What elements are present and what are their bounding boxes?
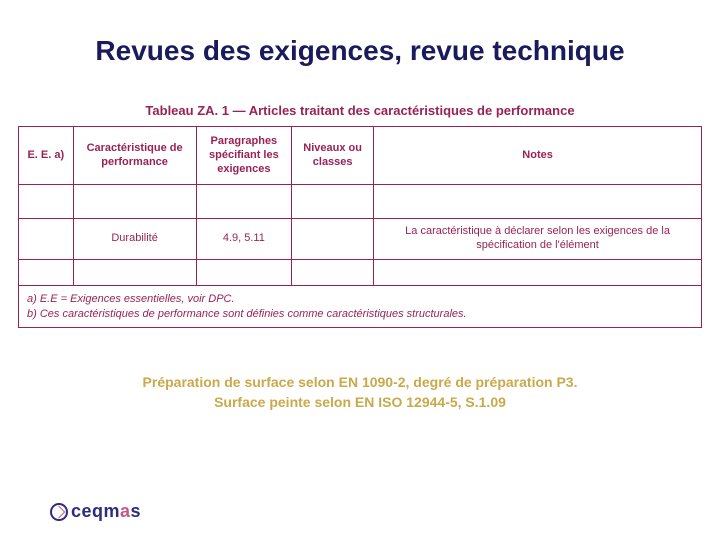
footnote-a: a) E.E = Exigences essentielles, voir DP… — [27, 292, 693, 307]
cell-ee — [19, 219, 74, 260]
cell-notes: La caractéristique à déclarer selon les … — [374, 219, 702, 260]
th-ee: E. E. a) — [19, 127, 74, 185]
ceqmas-logo: ceqmas — [50, 501, 141, 522]
cell-char: Durabilité — [73, 219, 196, 260]
table-row: Durabilité 4.9, 5.11 La caractéristique … — [19, 219, 702, 260]
summary-line-1: Préparation de surface selon EN 1090-2, … — [0, 373, 720, 393]
page-title: Revues des exigences, revue technique — [0, 0, 720, 87]
summary-line-2: Surface peinte selon EN ISO 12944-5, S.1… — [0, 393, 720, 413]
logo-icon — [50, 503, 68, 521]
logo-s: s — [131, 501, 142, 521]
table-row — [19, 259, 702, 285]
cell-para: 4.9, 5.11 — [196, 219, 292, 260]
summary-text: Préparation de surface selon EN 1090-2, … — [0, 373, 720, 412]
th-notes: Notes — [374, 127, 702, 185]
table-row — [19, 185, 702, 219]
logo-text: ceqmas — [71, 501, 141, 522]
table-footnotes: a) E.E = Exigences essentielles, voir DP… — [18, 286, 702, 329]
cell-niv — [292, 219, 374, 260]
th-niv: Niveaux ou classes — [292, 127, 374, 185]
performance-table: E. E. a) Caractéristique de performance … — [18, 126, 702, 286]
table-header-row: E. E. a) Caractéristique de performance … — [19, 127, 702, 185]
th-para: Paragraphes spécifiant les exigences — [196, 127, 292, 185]
logo-c: c — [71, 501, 82, 521]
footnote-b: b) Ces caractéristiques de performance s… — [27, 307, 693, 322]
table-caption: Tableau ZA. 1 — Articles traitant des ca… — [18, 97, 702, 126]
table-za1: Tableau ZA. 1 — Articles traitant des ca… — [18, 97, 702, 328]
th-char: Caractéristique de performance — [73, 127, 196, 185]
logo-a: a — [120, 501, 131, 521]
logo-eqm: eqm — [82, 501, 121, 521]
